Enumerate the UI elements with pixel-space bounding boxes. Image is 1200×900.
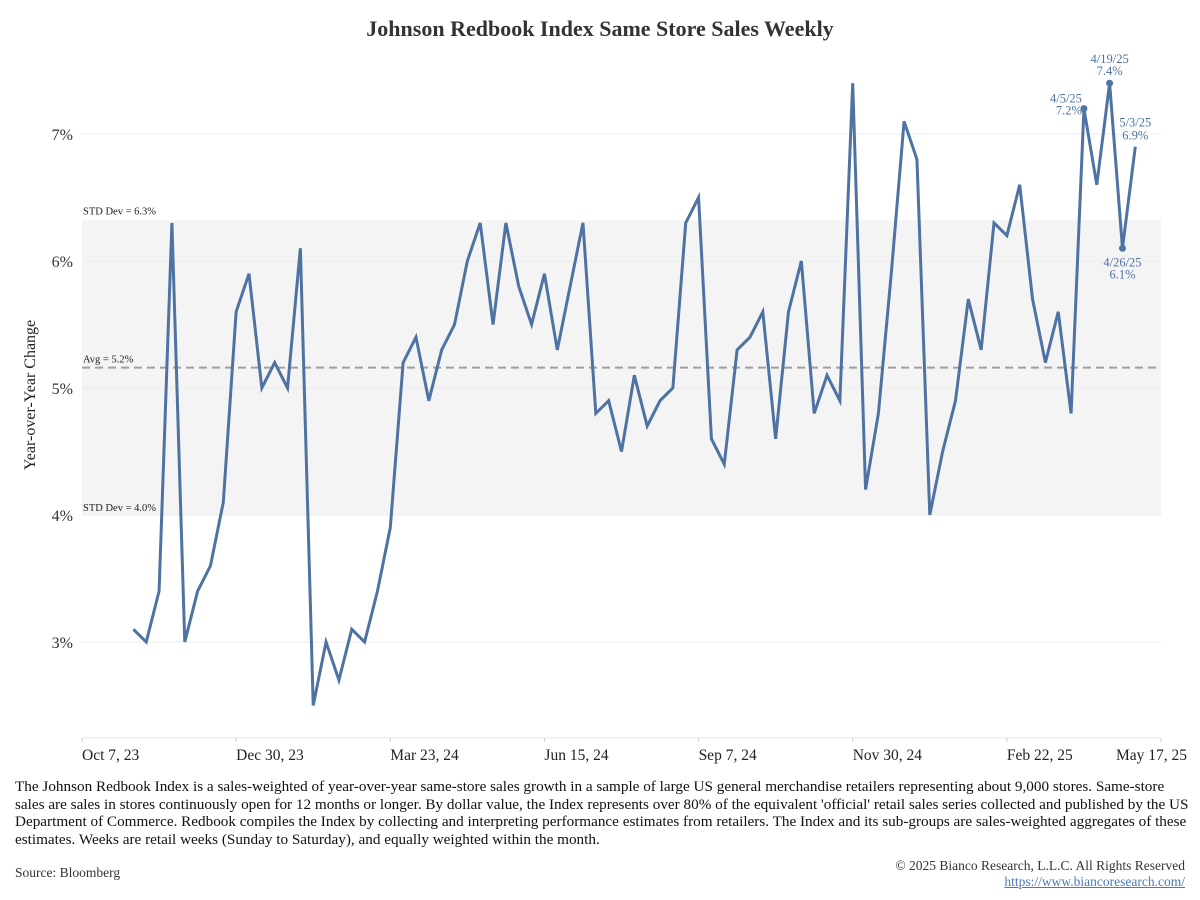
chart-title: Johnson Redbook Index Same Store Sales W… [366,16,834,41]
y-tick-label: 4% [52,508,73,525]
annotation-value: 7.4% [1097,64,1123,78]
annotation-value: 6.9% [1122,129,1148,143]
y-tick-label: 5% [52,381,73,398]
x-axis: Oct 7, 23 Dec 30, 23 Mar 23, 24 Jun 15, 24 S… [81,737,1187,764]
y-tick-label: 3% [52,635,73,652]
line-chart: Avg = 5.2% STD Dev = 6.3% STD Dev = 4.0% 3… [22,52,1187,764]
reference-label: Avg = 5.2% [83,355,134,366]
annotation-date: 4/19/25 [1091,52,1129,66]
gridlines [82,133,1161,643]
annotation-value: 7.2% [1056,104,1082,118]
annotation-dot [1080,105,1088,113]
series-line [132,83,1137,706]
annotation-date: 4/5/25 [1050,92,1082,106]
y-axis: 3% 4% 5% 6% 7% [52,127,73,652]
y-tick-label: 6% [52,254,73,271]
chart-description: The Johnson Redbook Index is a sales-wei… [15,778,1189,848]
x-tick-label: Dec 30, 23 [236,747,304,764]
annotation-value: 6.1% [1109,267,1135,281]
annotation-dot [1106,79,1114,87]
series-path [132,83,1137,706]
reference-lines: Avg = 5.2% STD Dev = 6.3% STD Dev = 4.0% [82,206,1161,514]
annotations: 4/5/257.2% 4/19/257.4% 4/26/256.1% 5/3/256.… [1050,52,1151,281]
copyright-text: © 2025 Bianco Research, L.L.C. All Right… [895,858,1185,873]
x-tick-label: Sep 7, 24 [699,747,757,764]
x-tick-label: Feb 22, 25 [1007,747,1073,764]
y-tick-label: 7% [52,127,73,144]
x-tick-label: Nov 30, 24 [853,747,923,764]
x-tick-label: Jun 15, 24 [544,747,608,764]
x-tick-label: Oct 7, 23 [82,747,140,764]
annotation-date: 5/3/25 [1119,116,1151,130]
reference-label: STD Dev = 4.0% [83,503,156,514]
x-tick-label: May 17, 25 [1116,747,1187,764]
source-note: Source: Bloomberg [15,865,121,880]
y-axis-title: Year-over-Year Change [22,320,39,470]
reference-label: STD Dev = 6.3% [83,206,156,217]
website-link[interactable]: https://www.biancoresearch.com/ [1004,874,1185,889]
x-tick-label: Mar 23, 24 [390,747,459,764]
copyright-block: © 2025 Bianco Research, L.L.C. All Right… [895,858,1185,890]
annotation-date: 4/26/25 [1103,255,1141,269]
annotation-dot [1118,244,1126,252]
